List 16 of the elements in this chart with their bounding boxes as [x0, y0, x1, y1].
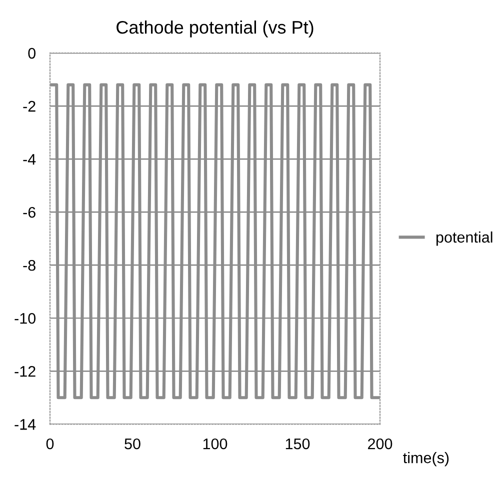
x-tick-label: 150: [286, 438, 310, 450]
y-tick-label: -8: [23, 260, 36, 271]
y-tick-label: -12: [14, 366, 36, 377]
y-tick-label: -10: [14, 312, 36, 324]
y-tick-label: -6: [23, 206, 36, 218]
x-tick-label: 0: [46, 438, 54, 450]
y-tick-label: -14: [14, 419, 36, 430]
y-tick-label: -2: [23, 100, 36, 112]
x-tick-label: 100: [203, 438, 228, 450]
x-tick-label: 50: [124, 438, 140, 450]
x-tick-label: 200: [368, 438, 392, 450]
x-axis-title: time(s): [403, 452, 449, 466]
legend-label: potential: [436, 231, 492, 246]
y-tick-label: -4: [23, 154, 36, 165]
y-tick-label: 0: [28, 48, 36, 59]
chart-title: Cathode potential (vs Pt): [116, 20, 314, 38]
